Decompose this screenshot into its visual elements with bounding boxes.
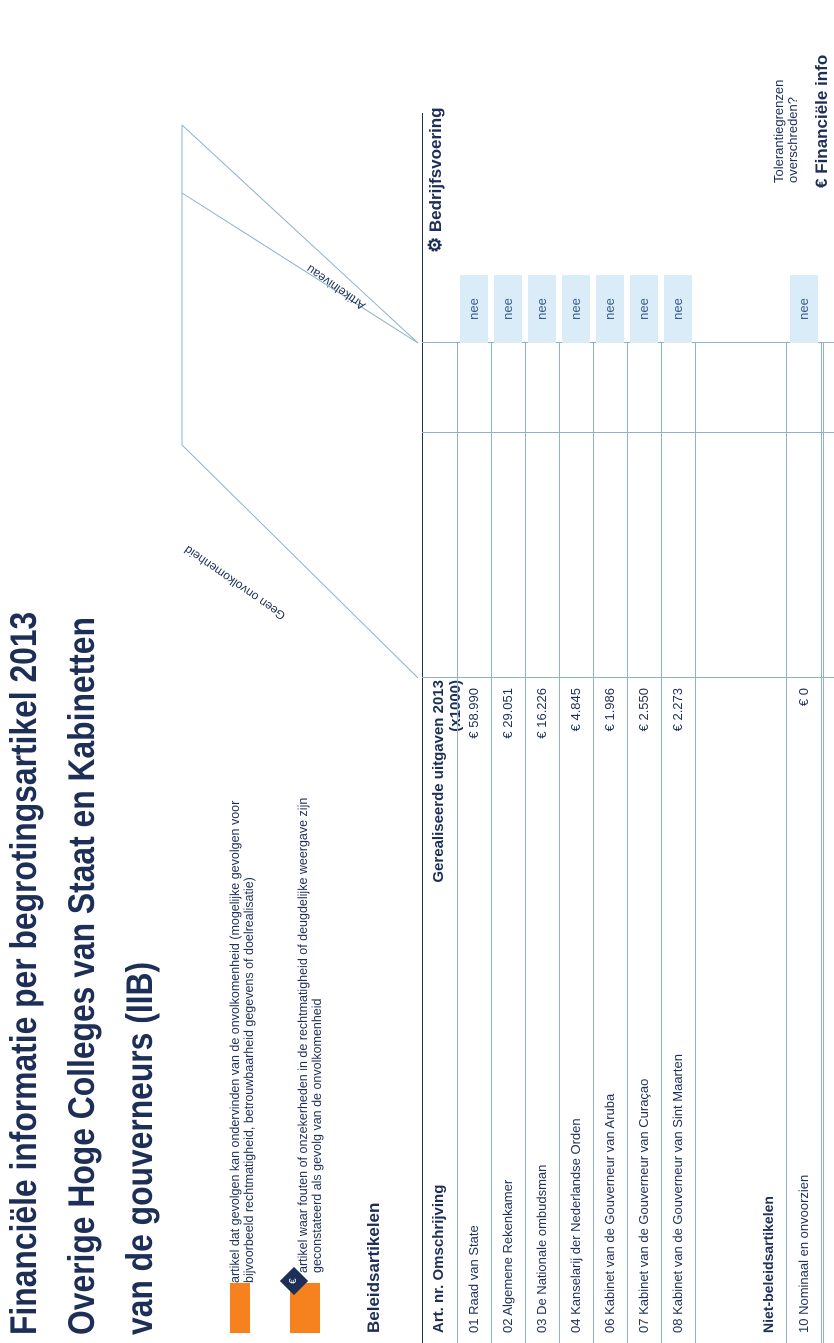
section-niet-beleidsartikelen: Niet-beleidsartikelen	[760, 1196, 776, 1333]
row-label: 02 Algemene Rekenkamer	[500, 1179, 515, 1333]
row-value: € 1.986	[602, 688, 617, 732]
row-divider	[821, 343, 822, 1343]
row-value: € 58.990	[466, 688, 481, 739]
col-divider-2	[422, 432, 834, 433]
row-value: € 29.051	[500, 688, 515, 739]
row-divider	[593, 343, 594, 1343]
artikel-cell: nee	[494, 275, 522, 343]
artikel-cell: nee	[562, 275, 590, 343]
row-label: 01 Raad van State	[466, 1225, 481, 1333]
row-label: 08 Kabinet van de Gouverneur van Sint Ma…	[670, 1054, 685, 1333]
table-top-line	[422, 113, 423, 1343]
artikel-cell: nee	[664, 275, 692, 343]
section-beleidsartikelen: Beleidsartikelen	[364, 1202, 383, 1333]
row-label: 06 Kabinet van de Gouverneur van Aruba	[602, 1093, 617, 1333]
artikel-cell: nee	[790, 275, 818, 343]
row-value: € 2.550	[636, 688, 651, 732]
row-value: € 16.226	[534, 688, 549, 739]
row-divider	[627, 343, 628, 1343]
row-value: € 4.845	[568, 688, 583, 732]
row-divider	[525, 343, 526, 1343]
artikel-cell: nee	[630, 275, 658, 343]
col-header-uitgaven: Gerealiseerde uitgaven 2013 (x1000)	[430, 680, 464, 883]
row-divider	[661, 343, 662, 1343]
col-divider-1	[422, 677, 834, 678]
legend-orange-swatch	[230, 1283, 250, 1333]
row-divider	[695, 343, 696, 1343]
legend-text-2: artikel waar fouten of onzekerheden in d…	[296, 797, 324, 1273]
row-label: 03 De Nationale ombudsman	[534, 1164, 549, 1333]
row-value: € 0	[796, 688, 811, 707]
row-label: 04 Kanselarij der Nederlandse Orden	[568, 1118, 583, 1333]
geen-header-left-line	[181, 444, 419, 679]
artikel-cell: nee	[460, 275, 488, 343]
col-header-art: Art. nr. Omschrijving	[430, 1184, 447, 1333]
artikel-cell: nee	[528, 275, 556, 343]
artikel-header-right-line	[181, 124, 419, 344]
artikel-cell: nee	[596, 275, 624, 343]
row-divider	[491, 343, 492, 1343]
row-label: 07 Kabinet van de Gouverneur van Curaçao	[636, 1078, 651, 1333]
row-divider	[559, 343, 560, 1343]
row-value: € 2.273	[670, 688, 685, 732]
artikel-header-left-line	[181, 192, 419, 344]
legend-text-1: artikel dat gevolgen kan ondervinden van…	[228, 800, 256, 1283]
row-label: 10 Nominaal en onvoorzien	[796, 1174, 811, 1333]
